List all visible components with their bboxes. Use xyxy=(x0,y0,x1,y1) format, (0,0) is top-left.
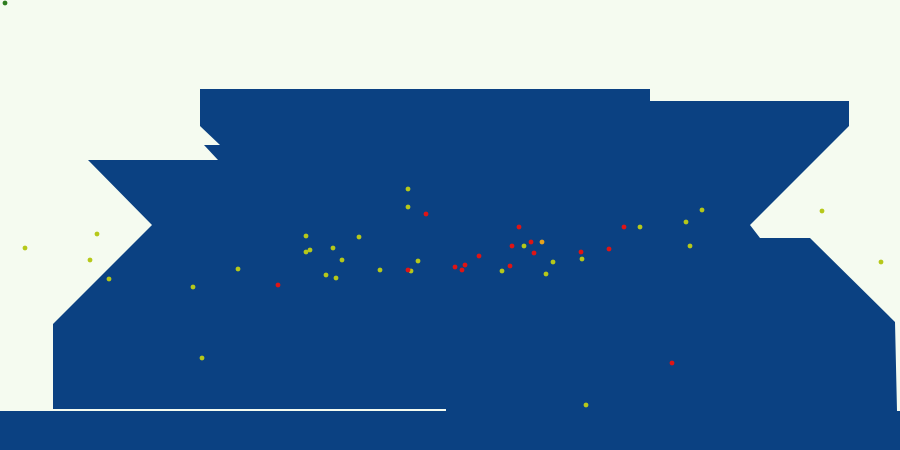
yellow-unit[interactable] xyxy=(94,231,100,237)
red-unit[interactable] xyxy=(275,282,281,288)
yellow-unit[interactable] xyxy=(106,276,112,282)
yellow-unit[interactable] xyxy=(687,243,693,249)
red-unit[interactable] xyxy=(452,264,458,270)
yellow-unit[interactable] xyxy=(190,284,196,290)
yellow-unit[interactable] xyxy=(583,402,589,408)
red-unit[interactable] xyxy=(405,267,411,273)
yellow-unit[interactable] xyxy=(550,259,556,265)
yellow-unit[interactable] xyxy=(637,224,643,230)
yellow-unit[interactable] xyxy=(356,234,362,240)
yellow-unit[interactable] xyxy=(377,267,383,273)
yellow-unit[interactable] xyxy=(199,355,205,361)
yellow-unit[interactable] xyxy=(415,258,421,264)
units-layer xyxy=(2,0,884,408)
yellow-unit[interactable] xyxy=(303,233,309,239)
yellow-unit[interactable] xyxy=(330,245,336,251)
yellow-unit[interactable] xyxy=(579,256,585,262)
yellow-unit[interactable] xyxy=(323,272,329,278)
red-unit[interactable] xyxy=(476,253,482,259)
red-unit[interactable] xyxy=(509,243,515,249)
yellow-unit[interactable] xyxy=(683,219,689,225)
yellow-unit[interactable] xyxy=(521,243,527,249)
yellow-unit[interactable] xyxy=(307,247,313,253)
yellow-unit[interactable] xyxy=(333,275,339,281)
yellow-unit[interactable] xyxy=(405,186,411,192)
yellow-unit[interactable] xyxy=(339,257,345,263)
terrain-layer xyxy=(0,89,900,450)
yellow-unit[interactable] xyxy=(303,249,309,255)
yellow-unit[interactable] xyxy=(499,268,505,274)
terrain-ledge-line xyxy=(53,409,446,411)
red-unit[interactable] xyxy=(462,262,468,268)
red-unit[interactable] xyxy=(459,267,465,273)
player-unit[interactable] xyxy=(2,0,8,6)
red-unit[interactable] xyxy=(531,250,537,256)
yellow-unit[interactable] xyxy=(87,257,93,263)
yellow-unit[interactable] xyxy=(22,245,28,251)
yellow-unit[interactable] xyxy=(235,266,241,272)
yellow-unit[interactable] xyxy=(699,207,705,213)
terrain-landmass xyxy=(53,89,897,411)
red-unit[interactable] xyxy=(528,239,534,245)
terrain-floor xyxy=(0,411,900,450)
red-unit[interactable] xyxy=(578,249,584,255)
red-unit[interactable] xyxy=(423,211,429,217)
red-unit[interactable] xyxy=(606,246,612,252)
yellow-unit[interactable] xyxy=(405,204,411,210)
yellow-unit[interactable] xyxy=(819,208,825,214)
red-unit[interactable] xyxy=(621,224,627,230)
yellow-unit[interactable] xyxy=(878,259,884,265)
red-unit[interactable] xyxy=(507,263,513,269)
red-unit[interactable] xyxy=(516,224,522,230)
orange-unit[interactable] xyxy=(539,239,545,245)
red-unit[interactable] xyxy=(669,360,675,366)
yellow-unit[interactable] xyxy=(543,271,549,277)
